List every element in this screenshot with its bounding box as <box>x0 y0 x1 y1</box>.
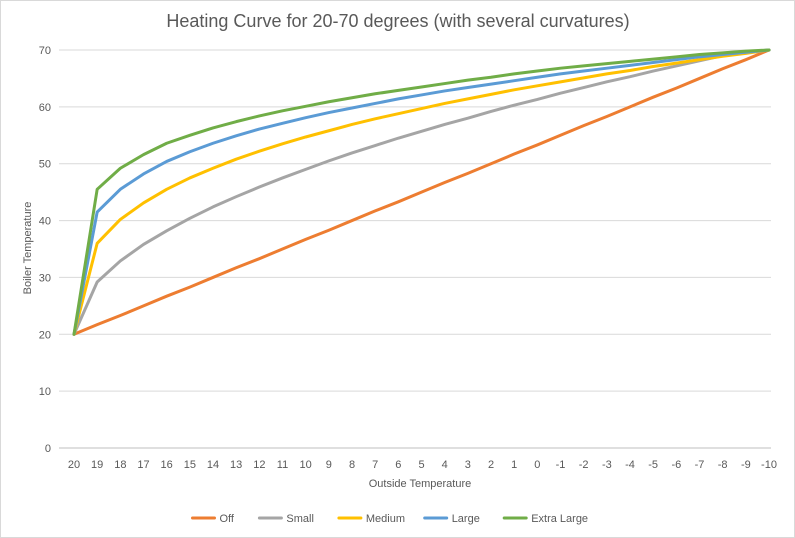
x-tick-label: -7 <box>695 459 705 471</box>
x-axis-ticks: 20 19 18 17 16 15 14 13 12 11 10 9 8 7 6 5 4 3 2 1 0 -1 -2 -3 -4… <box>68 459 777 471</box>
series-lines <box>72 48 771 336</box>
y-axis-ticks: 0 10 20 30 40 50 60 70 <box>39 45 51 455</box>
x-tick-label: -3 <box>602 459 612 471</box>
x-tick-label: 0 <box>534 459 540 471</box>
x-tick-label: -10 <box>761 459 777 471</box>
legend-label: Small <box>286 513 314 525</box>
x-tick-label: 4 <box>442 459 448 471</box>
legend-label: Medium <box>366 513 405 525</box>
x-tick-label: 5 <box>418 459 424 471</box>
x-axis-label: Outside Temperature <box>369 478 472 490</box>
x-tick-label: -9 <box>741 459 751 471</box>
x-tick-label: 16 <box>161 459 173 471</box>
y-tick-label: 50 <box>39 159 51 171</box>
x-tick-label: -2 <box>579 459 589 471</box>
y-tick-label: 10 <box>39 386 51 398</box>
x-tick-label: 19 <box>91 459 103 471</box>
x-tick-label: 9 <box>326 459 332 471</box>
x-tick-label: 2 <box>488 459 494 471</box>
x-tick-label: -5 <box>648 459 658 471</box>
y-tick-label: 60 <box>39 102 51 114</box>
x-tick-label: -8 <box>718 459 728 471</box>
series-line-extra-large <box>72 48 771 336</box>
x-tick-label: 8 <box>349 459 355 471</box>
y-tick-label: 40 <box>39 216 51 228</box>
y-tick-label: 30 <box>39 272 51 284</box>
x-tick-label: 3 <box>465 459 471 471</box>
legend-label: Extra Large <box>531 513 588 525</box>
legend-label: Large <box>452 513 480 525</box>
chart-title: Heating Curve for 20-70 degrees (with se… <box>166 11 629 31</box>
legend-label: Off <box>220 513 235 525</box>
series-line-small <box>72 48 771 336</box>
legend: Off Small Medium Large Extra Large <box>191 513 588 525</box>
x-tick-label: 11 <box>277 459 288 471</box>
x-tick-label: 1 <box>511 459 517 471</box>
x-tick-label: -6 <box>671 459 681 471</box>
y-tick-label: 70 <box>39 45 51 57</box>
x-tick-label: 13 <box>230 459 242 471</box>
series-line-medium <box>72 48 771 336</box>
x-tick-label: 20 <box>68 459 80 471</box>
x-tick-label: 12 <box>253 459 265 471</box>
series-line-large <box>72 48 771 336</box>
x-tick-label: 15 <box>184 459 196 471</box>
x-tick-label: 17 <box>137 459 149 471</box>
x-tick-label: 6 <box>395 459 401 471</box>
series-line-off <box>72 48 771 336</box>
gridlines <box>59 49 771 449</box>
x-tick-label: 10 <box>300 459 312 471</box>
x-tick-label: -1 <box>556 459 566 471</box>
x-tick-label: -4 <box>625 459 635 471</box>
y-tick-label: 20 <box>39 329 51 341</box>
x-tick-label: 7 <box>372 459 378 471</box>
y-tick-label: 0 <box>45 443 51 455</box>
x-tick-label: 14 <box>207 459 219 471</box>
x-tick-label: 18 <box>114 459 126 471</box>
y-axis-label: Boiler Temperature <box>22 202 34 295</box>
